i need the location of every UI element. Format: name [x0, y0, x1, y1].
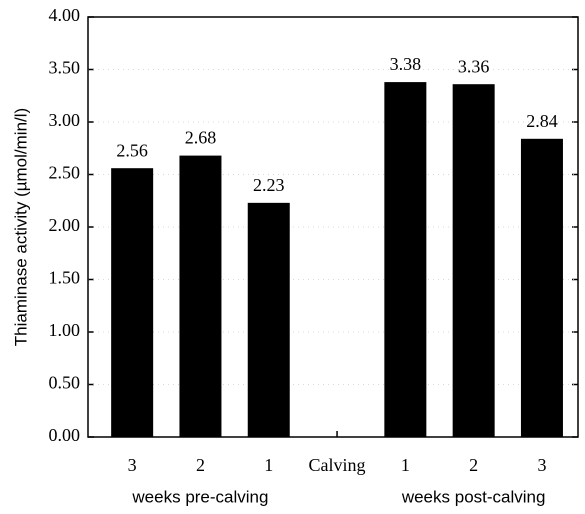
value-label: 2.23 [253, 175, 285, 195]
bar [452, 84, 495, 437]
value-label: 3.38 [390, 54, 422, 74]
plot-frame [87, 16, 579, 438]
x-tick-label: 1 [401, 455, 410, 475]
y-tick-label: 4.00 [49, 5, 81, 25]
x-tick-label: Calving [309, 455, 366, 475]
y-tick-label: 2.00 [49, 215, 81, 235]
bar [520, 138, 563, 438]
y-tick-label: 2.50 [49, 163, 81, 183]
x-group-label: weeks post-calving [401, 487, 546, 506]
value-label: 2.56 [116, 140, 148, 160]
bar [384, 82, 427, 437]
y-axis-label: Thiaminase activity (µmol/min/l) [11, 108, 30, 346]
y-tick-label: 3.50 [49, 58, 81, 78]
bar [247, 202, 290, 437]
value-label: 3.36 [458, 56, 490, 76]
value-label: 2.68 [185, 128, 217, 148]
y-tick-label: 1.00 [49, 320, 81, 340]
value-label: 2.84 [526, 111, 558, 131]
y-tick-label: 0.00 [49, 425, 81, 445]
x-tick-label: 1 [264, 455, 273, 475]
y-tick-label: 1.50 [49, 268, 81, 288]
y-tick-label: 3.00 [49, 110, 81, 130]
x-tick-label: 3 [537, 455, 546, 475]
x-tick-label: 2 [469, 455, 478, 475]
x-group-label: weeks pre-calving [131, 487, 268, 506]
x-tick-label: 3 [128, 455, 137, 475]
x-tick-label: 2 [196, 455, 205, 475]
bar [111, 168, 154, 437]
y-tick-label: 0.50 [49, 373, 81, 393]
bar [179, 155, 222, 437]
